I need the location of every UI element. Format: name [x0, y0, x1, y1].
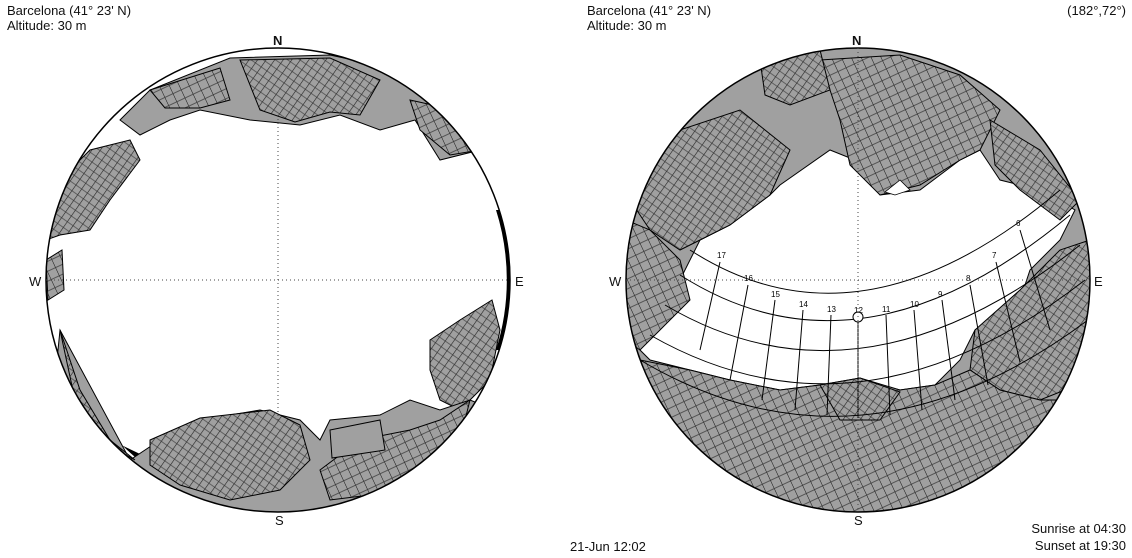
- left-north-tree-2: [149, 67, 231, 109]
- date-time-readout: 21-Jun 12:02: [570, 539, 646, 554]
- hour-label-9: 9: [938, 290, 943, 299]
- hour-label-7: 7: [992, 251, 997, 260]
- left-west-label: W: [29, 274, 42, 289]
- left-north-label: N: [273, 33, 283, 48]
- right-ne-tree: [989, 119, 1081, 221]
- hour-line-16: [729, 284, 749, 381]
- hour-line-7: [995, 261, 1021, 363]
- hour-labels: 17 16 15 14 13 12 11 10 9 8 7 6: [717, 219, 1021, 315]
- sun-path-feb: [639, 319, 1089, 417]
- hour-label-10: 10: [910, 300, 919, 309]
- hour-line-14: [794, 309, 804, 411]
- left-fisheye: [45, 47, 511, 513]
- hour-label-14: 14: [799, 300, 808, 309]
- right-north-tree: [819, 54, 1001, 196]
- sun-path-mar: [649, 279, 1086, 385]
- hour-line-9: [941, 299, 956, 401]
- hour-line-10: [913, 309, 923, 411]
- left-altitude-label: Altitude: 30 m: [7, 18, 87, 33]
- hour-line-8: [969, 284, 989, 386]
- sunset-time: Sunset at 19:30: [1034, 538, 1126, 553]
- hour-line-15: [761, 299, 776, 401]
- hour-line-13: [826, 314, 832, 416]
- right-sky-hole: [884, 179, 911, 196]
- left-south-label: S: [275, 513, 284, 528]
- hour-label-16: 16: [744, 274, 753, 283]
- sunrise-time: Sunrise at 04:30: [1031, 521, 1126, 536]
- right-east-label: E: [1094, 274, 1103, 289]
- hour-label-8: 8: [966, 274, 971, 283]
- cursor-coordinates: (182°,72°): [1067, 3, 1126, 18]
- sun-path-may: [679, 214, 1071, 322]
- right-south-label: S: [854, 513, 863, 528]
- left-north-tree: [239, 57, 381, 123]
- left-east-label: E: [515, 274, 524, 289]
- hour-line-11: [885, 314, 891, 416]
- left-location-label: Barcelona (41° 23' N): [7, 3, 132, 18]
- sun-path-grid: [639, 189, 1089, 418]
- right-west-label: W: [609, 274, 622, 289]
- hour-label-15: 15: [771, 290, 780, 299]
- hour-label-13: 13: [827, 305, 836, 314]
- hour-label-6: 6: [1016, 219, 1021, 228]
- right-location-label: Barcelona (41° 23' N): [587, 3, 712, 18]
- sun-path-jun: [689, 189, 1061, 294]
- hour-line-17: [699, 261, 721, 351]
- right-fisheye: 17 16 15 14 13 12 11 10 9 8 7 6: [625, 47, 1091, 513]
- left-south-tree: [149, 409, 311, 501]
- hour-label-11: 11: [882, 305, 891, 314]
- left-west-small: [46, 249, 65, 301]
- sun-path-apr: [664, 244, 1081, 352]
- right-north-label: N: [852, 33, 862, 48]
- left-south-building: [329, 419, 386, 459]
- hour-label-17: 17: [717, 251, 726, 260]
- right-altitude-label: Altitude: 30 m: [587, 18, 667, 33]
- hour-label-12: 12: [854, 306, 863, 315]
